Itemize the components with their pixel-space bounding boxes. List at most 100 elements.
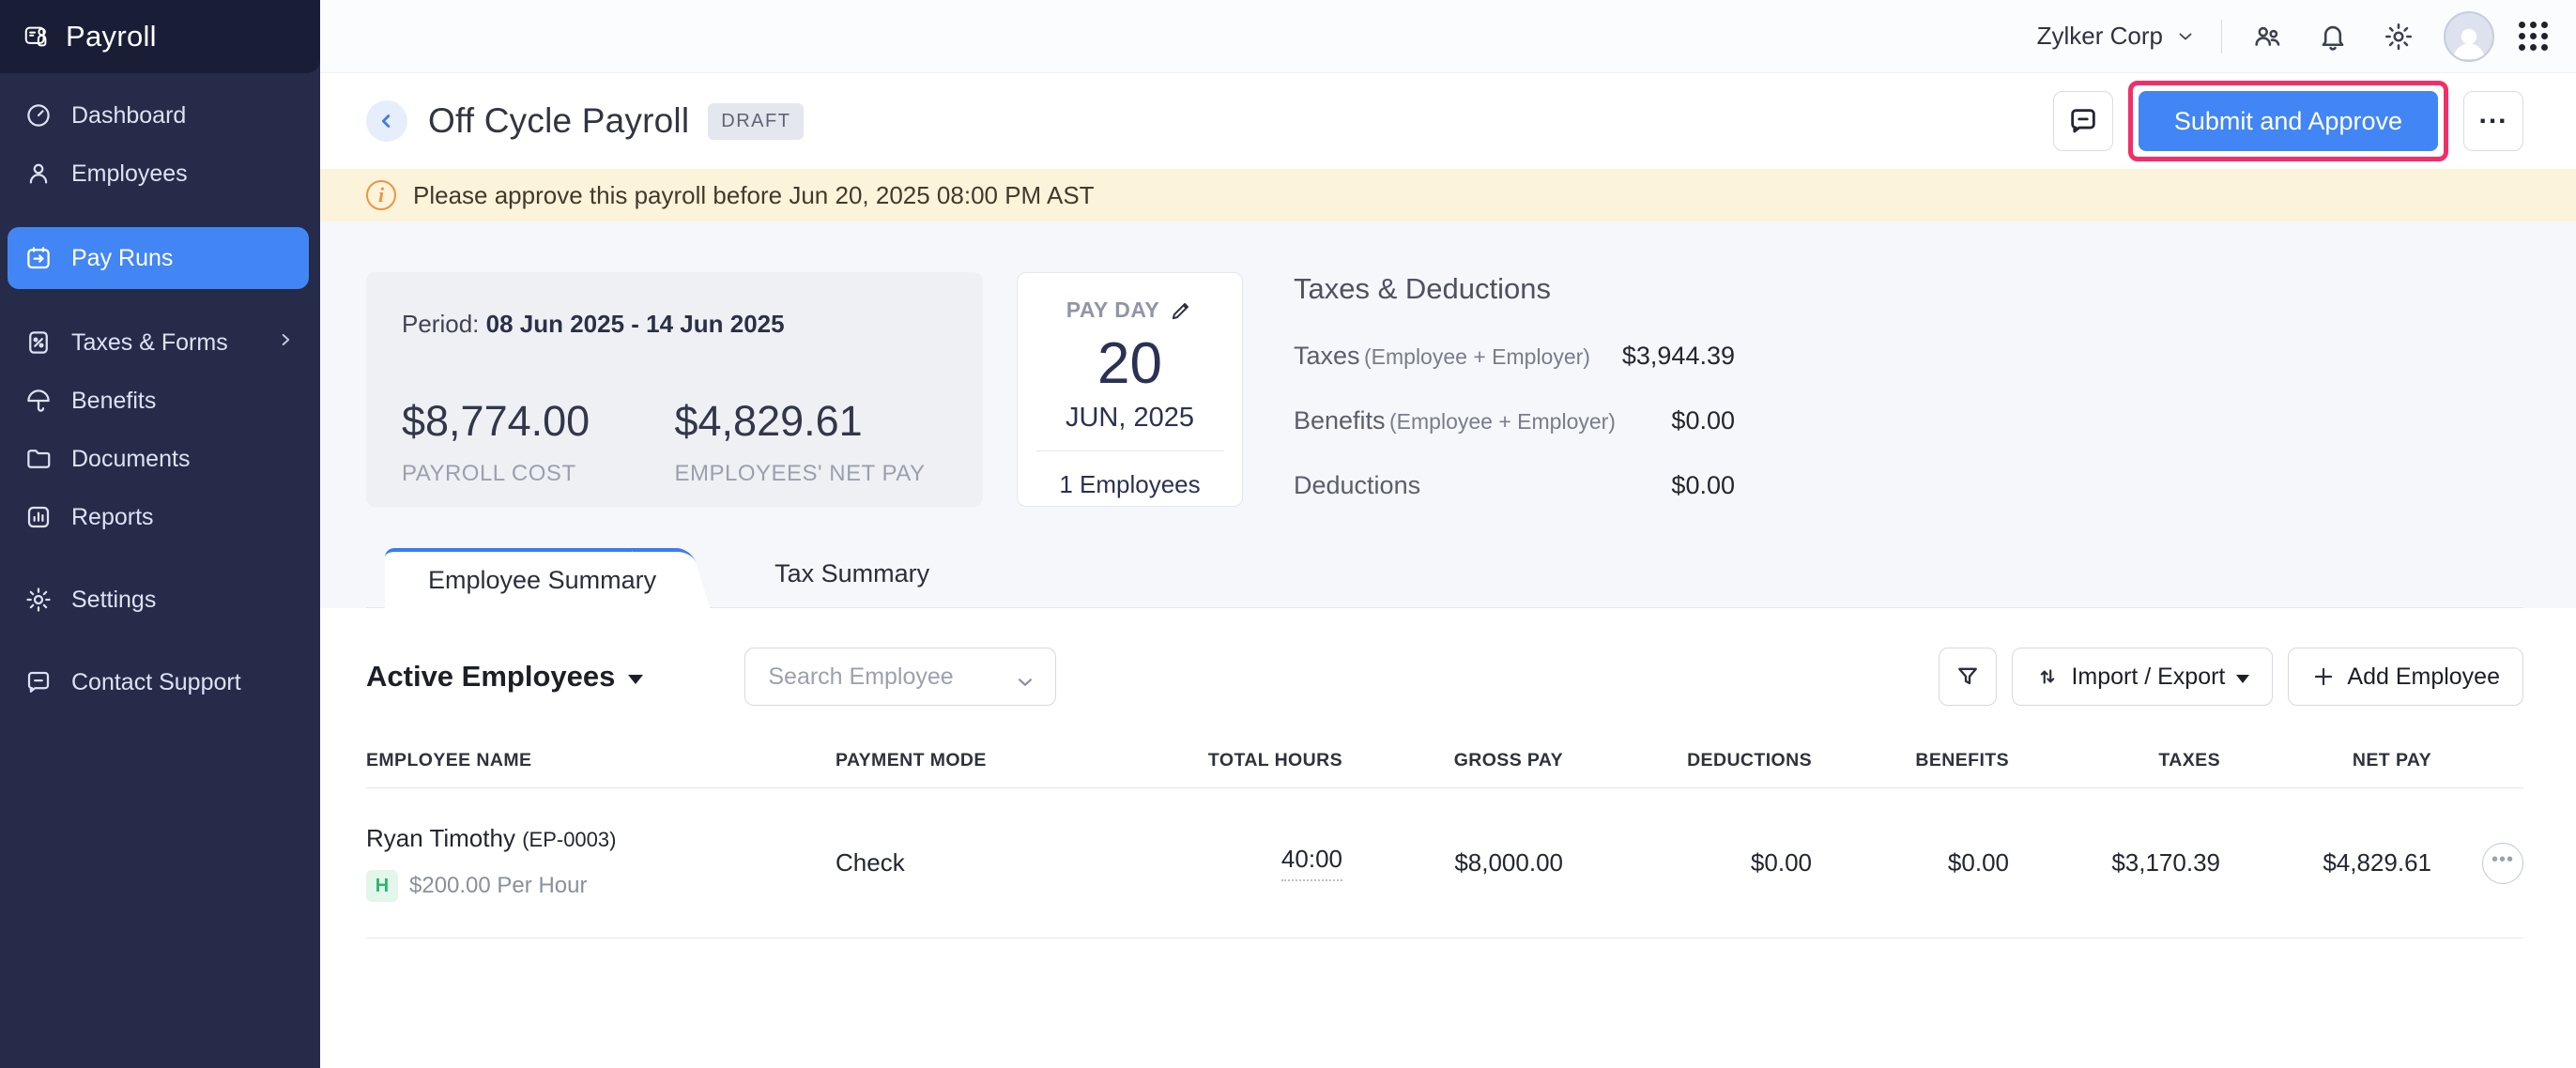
sidebar-item-label: Benefits (71, 387, 157, 414)
sidebar-item-pay-runs[interactable]: Pay Runs (8, 227, 309, 289)
back-button[interactable] (366, 100, 407, 142)
col-deductions: DEDUCTIONS (1687, 750, 1812, 770)
import-export-button[interactable]: Import / Export (2012, 648, 2274, 706)
add-employee-button[interactable]: Add Employee (2288, 648, 2523, 706)
more-options-button[interactable]: ... (2463, 91, 2523, 151)
payday-employees-count: 1 Employees (1059, 470, 1201, 498)
row-actions: ••• (2431, 842, 2523, 884)
summary-cards-row: Period: 08 Jun 2025 - 14 Jun 2025 $8,774… (366, 272, 2523, 507)
tab-employee-summary[interactable]: Employee Summary (385, 548, 672, 608)
filter-button[interactable] (1939, 648, 1998, 706)
period-label: Period: (402, 310, 480, 338)
col-benefits: BENEFITS (1915, 750, 2009, 770)
approval-warning-banner: i Please approve this payroll before Jun… (320, 169, 2576, 221)
payroll-logo-icon (23, 23, 51, 51)
sidebar-item-documents[interactable]: Documents (0, 430, 320, 488)
employee-name[interactable]: Ryan Timothy (366, 824, 515, 852)
total-hours-value[interactable]: 40:00 (1280, 845, 1342, 881)
payday-divider (1035, 450, 1224, 451)
period-amounts: $8,774.00 PAYROLL COST $4,829.61 EMPLOYE… (402, 397, 947, 487)
taxes-deductions-title: Taxes & Deductions (1294, 272, 1551, 305)
payday-day: 20 (1097, 331, 1162, 396)
sidebar-nav: Dashboard Employees Pay Runs Taxes & For… (0, 73, 320, 711)
tax-label: Deductions (1294, 471, 1421, 499)
table-header-row: EMPLOYEE NAME PAYMENT MODE TOTAL HOURS G… (366, 734, 2523, 788)
sidebar-item-reports[interactable]: Reports (0, 488, 320, 546)
product-name: Payroll (66, 20, 157, 53)
header-actions: Submit and Approve ... (2052, 81, 2523, 161)
employee-list-filter[interactable]: Active Employees (366, 660, 644, 694)
sidebar-item-taxes-forms[interactable]: Taxes & Forms (0, 313, 320, 372)
sidebar-item-label: Employees (71, 160, 188, 187)
hourly-badge: H (366, 870, 398, 902)
org-name: Zylker Corp (2036, 22, 2163, 50)
tax-row-deductions: Deductions $0.00 (1294, 471, 1735, 500)
comment-icon (2071, 109, 2095, 133)
avatar[interactable] (2444, 10, 2494, 62)
employees-icon (24, 160, 53, 188)
employee-cell: Ryan Timothy (EP-0003) H $200.00 Per Hou… (366, 824, 836, 902)
col-taxes: TAXES (2158, 750, 2220, 770)
tax-value: $3,944.39 (1621, 342, 1735, 370)
table-row[interactable]: Ryan Timothy (EP-0003) H $200.00 Per Hou… (366, 788, 2523, 938)
sidebar-item-label: Taxes & Forms (71, 328, 228, 356)
sidebar-item-dashboard[interactable]: Dashboard (0, 86, 320, 145)
edit-pencil-icon[interactable] (1169, 298, 1193, 323)
org-switcher[interactable]: Zylker Corp (2037, 22, 2197, 51)
tax-row-taxes: Taxes (Employee + Employer) $3,944.39 (1294, 342, 1735, 371)
filter-funnel-icon (1958, 667, 1978, 685)
sidebar-item-label: Reports (71, 503, 154, 530)
sidebar-item-label: Documents (71, 445, 191, 472)
chevron-right-icon (275, 329, 296, 357)
col-net-pay: NET PAY (2352, 750, 2431, 770)
dashboard-icon (24, 101, 53, 130)
tab-tax-summary[interactable]: Tax Summary (774, 559, 930, 587)
plus-icon (2315, 667, 2333, 686)
tax-value: $0.00 (1671, 471, 1735, 499)
settings-gear-icon (24, 586, 53, 614)
sidebar-item-label: Settings (71, 586, 157, 613)
list-filter-label: Active Employees (366, 660, 616, 693)
employee-rate: $200.00 Per Hour (409, 873, 588, 898)
employee-summary-panel: Active Employees Import / Export (320, 608, 2576, 1068)
total-hours-cell: 40:00 (1145, 845, 1342, 881)
payday-label: PAY DAY (1066, 298, 1160, 322)
row-more-button[interactable]: ••• (2482, 842, 2523, 884)
topbar: Zylker Corp (320, 0, 2576, 73)
table-toolbar: Active Employees Import / Export (366, 648, 2523, 706)
sidebar-item-label: Pay Runs (71, 244, 174, 271)
page-header: Off Cycle Payroll DRAFT Submit and Appro… (320, 73, 2576, 169)
tax-value: $0.00 (1671, 406, 1735, 435)
taxes-deductions-block: Taxes & Deductions Taxes (Employee + Emp… (1294, 272, 1735, 500)
submit-and-approve-button[interactable]: Submit and Approve (2138, 91, 2438, 151)
import-export-label: Import / Export (2071, 663, 2226, 690)
settings-gear-icon-topbar[interactable] (2378, 16, 2419, 57)
tax-sublabel: (Employee + Employer) (1389, 409, 1616, 434)
annotation-highlight-box: Submit and Approve (2127, 81, 2448, 161)
notifications-bell-icon[interactable] (2312, 16, 2354, 57)
tax-label: Benefits (1294, 406, 1386, 435)
payment-mode-cell: Check (836, 848, 905, 877)
search-employee-input[interactable] (744, 648, 1057, 706)
deductions-cell: $0.00 (1750, 848, 1812, 877)
sidebar-item-employees[interactable]: Employees (0, 145, 320, 203)
banner-text: Please approve this payroll before Jun 2… (413, 180, 1095, 209)
chevron-left-icon (381, 114, 391, 128)
payday-card: PAY DAY 20 JUN, 2025 1 Employees (1017, 272, 1243, 507)
col-payment-mode: PAYMENT MODE (836, 750, 987, 770)
col-gross-pay: GROSS PAY (1453, 750, 1563, 770)
users-icon[interactable] (2246, 16, 2288, 57)
sidebar-item-benefits[interactable]: Benefits (0, 372, 320, 430)
benefits-cell: $0.00 (1947, 848, 2009, 877)
info-icon: i (366, 180, 396, 210)
sidebar-item-contact-support[interactable]: Contact Support (0, 653, 320, 711)
payday-month-year: JUN, 2025 (1065, 403, 1194, 433)
sidebar-item-settings[interactable]: Settings (0, 571, 320, 629)
taxes-forms-icon (24, 328, 53, 357)
comments-button[interactable] (2052, 91, 2113, 151)
caret-down-icon (628, 675, 644, 684)
pay-runs-icon (24, 244, 53, 272)
apps-grid-icon[interactable] (2519, 22, 2548, 51)
col-employee-name: EMPLOYEE NAME (366, 750, 532, 770)
topbar-divider (2221, 19, 2222, 53)
